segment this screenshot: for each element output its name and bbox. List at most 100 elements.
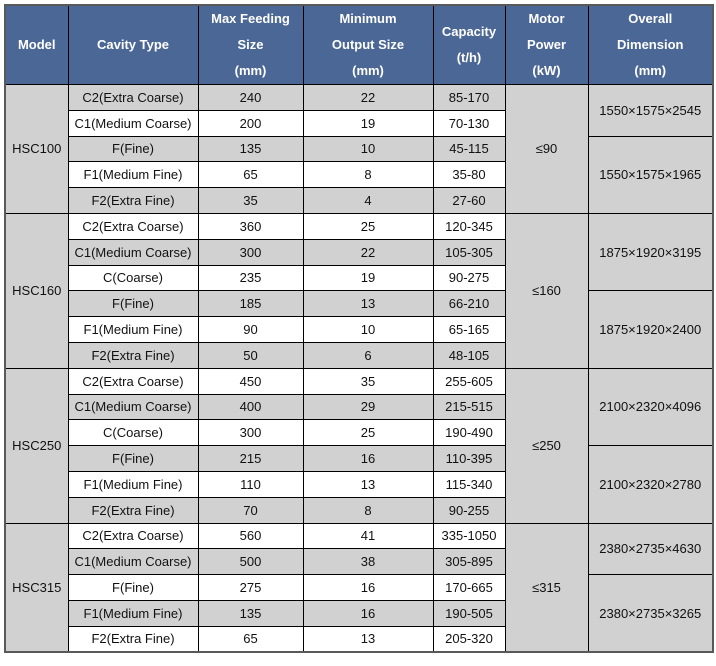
header-line: Dimension [617, 37, 684, 52]
max-feeding-cell: 50 [197, 341, 304, 369]
min-output-cell: 22 [302, 238, 434, 266]
cavity-cell: F1(Medium Fine) [67, 599, 199, 627]
capacity-cell: 170-665 [432, 574, 506, 601]
min-output-cell: 13 [302, 470, 434, 498]
min-output-cell: 25 [302, 419, 434, 447]
motor-power-cell: ≤315 [504, 522, 589, 653]
capacity-cell: 90-255 [432, 496, 506, 524]
capacity-cell: 305-895 [432, 548, 506, 576]
max-feeding-cell: 110 [197, 470, 304, 498]
model-cell: HSC315 [4, 522, 69, 653]
cavity-cell: F1(Medium Fine) [67, 470, 199, 498]
header-line: Motor Power [526, 11, 566, 52]
capacity-cell: 27-60 [432, 187, 506, 214]
min-output-cell: 6 [302, 341, 434, 369]
table-row: HSC160 C2(Extra Coarse) 360 25 120-345 ≤… [4, 212, 714, 369]
col-header-motor-power: Motor Power (kW) [504, 4, 589, 85]
table-row: C1(Medium Coarse) 200 19 70-130 [5, 109, 713, 137]
model-cell: HSC100 [4, 84, 69, 214]
cavity-cell: F2(Extra Fine) [67, 187, 199, 214]
header-line: Capacity [441, 24, 497, 39]
table-row: C1(Medium Coarse) 300 22 105-305 [5, 238, 713, 266]
min-output-cell: 38 [302, 548, 434, 576]
capacity-cell: 190-490 [432, 419, 506, 447]
table-row: F(Fine) 215 16 110-395 2100×2320×2780 [5, 445, 714, 524]
dimension-cell: 1550×1575×1965 [587, 135, 714, 214]
cavity-cell: F2(Extra Fine) [67, 341, 199, 369]
capacity-cell: 255-605 [432, 367, 506, 395]
col-header-overall-dimension: Overall Dimension (mm) [587, 4, 714, 85]
cavity-cell: C1(Medium Coarse) [67, 548, 199, 576]
capacity-cell: 205-320 [432, 625, 506, 653]
max-feeding-cell: 360 [197, 212, 304, 240]
cavity-cell: F1(Medium Fine) [67, 161, 199, 189]
capacity-cell: 45-115 [432, 135, 506, 163]
min-output-cell: 29 [302, 393, 434, 421]
min-output-cell: 4 [302, 187, 434, 214]
header-line: (t/h) [456, 50, 482, 65]
table-row: C1(Medium Coarse) 500 38 305-895 [5, 548, 713, 576]
max-feeding-cell: 275 [197, 574, 304, 601]
table-row: F(Fine) 185 13 66-210 1875×1920×2400 [5, 290, 714, 369]
cavity-cell: F2(Extra Fine) [67, 625, 199, 653]
capacity-cell: 110-395 [432, 445, 506, 472]
capacity-cell: 105-305 [432, 238, 506, 266]
min-output-cell: 10 [302, 316, 434, 343]
cavity-cell: C2(Extra Coarse) [67, 212, 199, 240]
capacity-cell: 190-505 [432, 599, 506, 627]
max-feeding-cell: 300 [197, 238, 304, 266]
min-output-cell: 41 [302, 522, 434, 550]
capacity-cell: 70-130 [432, 109, 506, 137]
capacity-cell: 90-275 [432, 264, 506, 292]
dimension-cell: 2380×2735×3265 [587, 574, 714, 653]
header-line: Size [237, 37, 264, 52]
table-row: C1(Medium Coarse) 400 29 215-515 [5, 393, 713, 421]
header-line: Max Feeding [211, 11, 290, 26]
table-row: HSC315 C2(Extra Coarse) 560 41 335-1050 … [4, 522, 714, 653]
max-feeding-cell: 65 [197, 625, 304, 653]
max-feeding-cell: 35 [197, 187, 304, 214]
max-feeding-cell: 300 [197, 419, 304, 447]
table-row: F1(Medium Fine) 90 10 65-165 [5, 316, 713, 343]
table-row: F2(Extra Fine) 65 13 205-320 [5, 625, 713, 653]
capacity-cell: 335-1050 [432, 522, 506, 550]
max-feeding-cell: 135 [197, 135, 304, 163]
motor-power-cell: ≤250 [504, 367, 589, 524]
cavity-cell: F2(Extra Fine) [67, 496, 199, 524]
table-row: F(Fine) 135 10 45-115 1550×1575×1965 [5, 135, 714, 214]
cavity-cell: F1(Medium Fine) [67, 316, 199, 343]
max-feeding-cell: 90 [197, 316, 304, 343]
cavity-cell: C1(Medium Coarse) [67, 109, 199, 137]
max-feeding-cell: 235 [197, 264, 304, 292]
header-line: (mm) [352, 63, 384, 78]
cavity-cell: C2(Extra Coarse) [67, 367, 199, 395]
cavity-cell: F(Fine) [67, 445, 199, 472]
capacity-cell: 120-345 [432, 212, 506, 240]
min-output-cell: 35 [302, 367, 434, 395]
min-output-cell: 13 [302, 290, 434, 318]
max-feeding-cell: 450 [197, 367, 304, 395]
motor-power-cell: ≤160 [504, 212, 589, 369]
min-output-cell: 22 [302, 84, 434, 111]
max-feeding-cell: 215 [197, 445, 304, 472]
table-row: F(Fine) 275 16 170-665 2380×2735×3265 [5, 574, 714, 653]
cavity-cell: C(Coarse) [67, 264, 199, 292]
header-row: Model Cavity Type Max Feeding Size (mm) … [4, 4, 714, 85]
cavity-cell: C2(Extra Coarse) [67, 522, 199, 550]
cavity-cell: F(Fine) [67, 135, 199, 163]
max-feeding-cell: 560 [197, 522, 304, 550]
capacity-cell: 215-515 [432, 393, 506, 421]
header-line: Minimum [339, 11, 397, 26]
dimension-cell: 2100×2320×4096 [587, 367, 714, 447]
capacity-cell: 65-165 [432, 316, 506, 343]
cavity-cell: C(Coarse) [67, 419, 199, 447]
table-row: C(Coarse) 235 19 90-275 [5, 264, 713, 292]
col-header-capacity: Capacity (t/h) [432, 4, 506, 85]
min-output-cell: 16 [302, 445, 434, 472]
min-output-cell: 25 [302, 212, 434, 240]
max-feeding-cell: 400 [197, 393, 304, 421]
header-line: (kW) [532, 63, 561, 78]
min-output-cell: 19 [302, 109, 434, 137]
header-line: Overall [628, 11, 673, 26]
col-header-minimum-output-size: Minimum Output Size (mm) [302, 4, 434, 85]
